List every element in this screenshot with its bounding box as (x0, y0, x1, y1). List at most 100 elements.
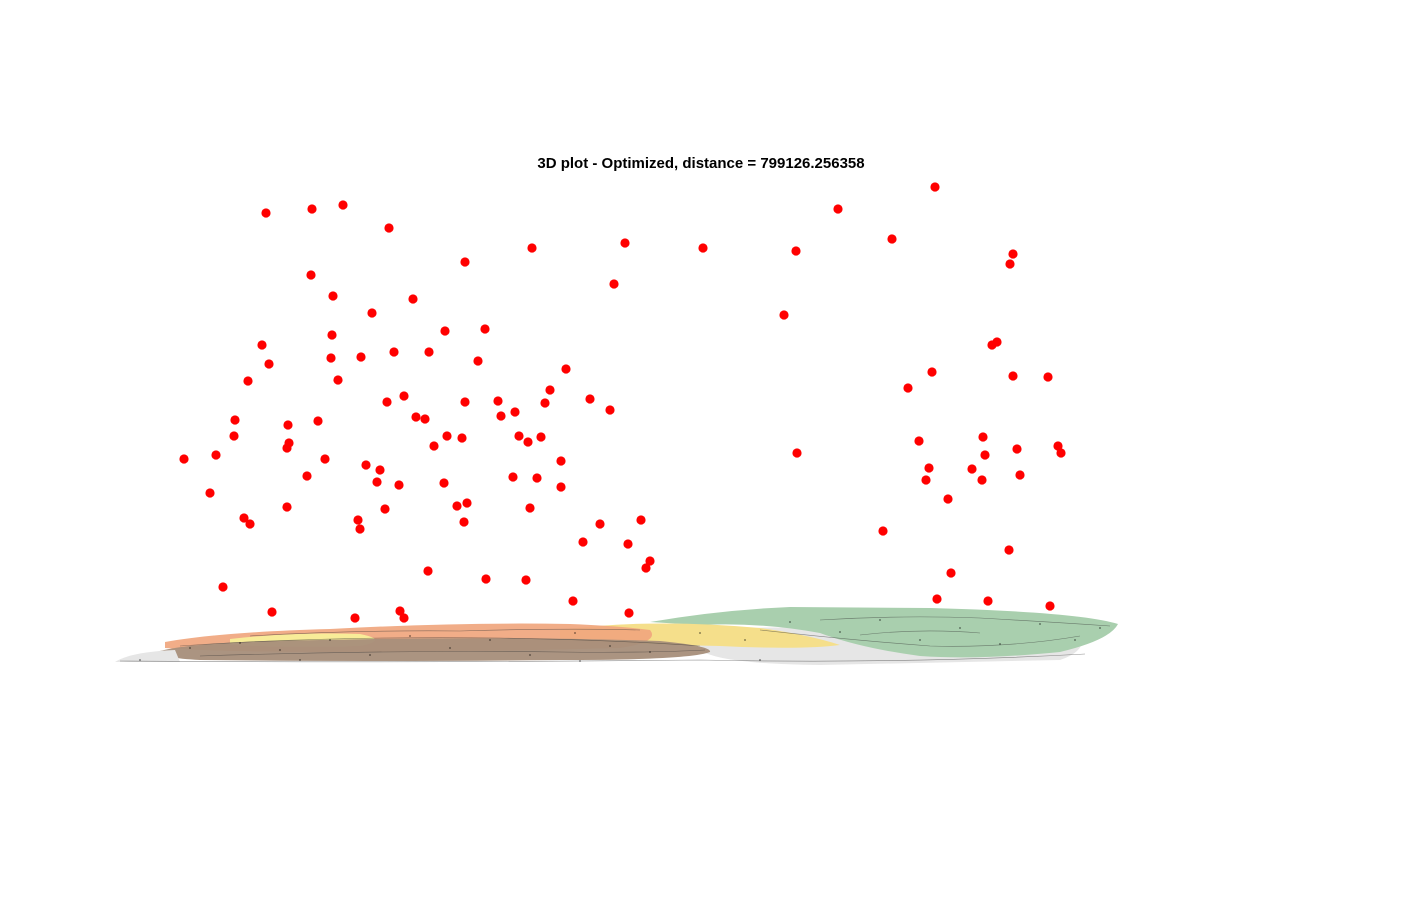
scatter-point (878, 526, 888, 536)
scatter-point (1008, 249, 1018, 259)
scatter-point (480, 324, 490, 334)
scatter-point (521, 575, 531, 585)
scatter-point (595, 519, 605, 529)
scatter-point (211, 450, 221, 460)
scatter-point (779, 310, 789, 320)
scatter-point (1012, 444, 1022, 454)
scatter-point (978, 432, 988, 442)
scatter-point (462, 498, 472, 508)
scatter-point (967, 464, 977, 474)
scatter-point (481, 574, 491, 584)
scatter-point (791, 246, 801, 256)
scatter-point (641, 563, 651, 573)
scatter-point (833, 204, 843, 214)
scatter-point (411, 412, 421, 422)
scatter-point (620, 238, 630, 248)
scatter-point (903, 383, 913, 393)
scatter-point (320, 454, 330, 464)
scatter-point (523, 437, 533, 447)
scatter-point (457, 433, 467, 443)
scatter-point (395, 606, 405, 616)
scatter-point (1004, 545, 1014, 555)
map-region-brown (160, 638, 711, 661)
scatter-point (585, 394, 595, 404)
scatter-point (382, 397, 392, 407)
scatter-point (326, 353, 336, 363)
scatter-point (389, 347, 399, 357)
scatter-point (230, 415, 240, 425)
scatter-point (556, 456, 566, 466)
scatter-point (932, 594, 942, 604)
scatter-point (361, 460, 371, 470)
scatter-point (605, 405, 615, 415)
scatter-point (372, 477, 382, 487)
scatter-point (327, 330, 337, 340)
scatter-point (440, 326, 450, 336)
scatter-point (423, 566, 433, 576)
scatter-point (983, 596, 993, 606)
scatter-point (460, 257, 470, 267)
scatter-point (514, 431, 524, 441)
scatter-point (921, 475, 931, 485)
scatter-point (264, 359, 274, 369)
scatter-point (980, 450, 990, 460)
scatter-point (508, 472, 518, 482)
scatter-point (1005, 259, 1015, 269)
scatter-point (439, 478, 449, 488)
scatter-point (992, 337, 1002, 347)
scatter-point (887, 234, 897, 244)
scatter-point (924, 463, 934, 473)
scatter-point (282, 502, 292, 512)
scatter-point (525, 503, 535, 513)
scatter-point (384, 223, 394, 233)
scatter-point (946, 568, 956, 578)
scatter-point (394, 480, 404, 490)
scatter-point (914, 436, 924, 446)
scatter-point (267, 607, 277, 617)
scatter-point (257, 340, 267, 350)
scatter-point (243, 376, 253, 386)
scatter-point (442, 431, 452, 441)
scatter-point (179, 454, 189, 464)
scatter-point (561, 364, 571, 374)
scatter-point (609, 279, 619, 289)
scatter-point (540, 398, 550, 408)
scatter-point (545, 385, 555, 395)
scatter-point (493, 396, 503, 406)
scatter-point (510, 407, 520, 417)
scatter-point (380, 504, 390, 514)
scatter-point (420, 414, 430, 424)
scatter-point (261, 208, 271, 218)
scatter-point (930, 182, 940, 192)
scatter-point (1045, 601, 1055, 611)
scatter-point (338, 200, 348, 210)
scatter-point (375, 465, 385, 475)
scatter-point (568, 596, 578, 606)
scatter-point (452, 501, 462, 511)
scatter-point (367, 308, 377, 318)
scatter-point (459, 517, 469, 527)
scatter-point (282, 443, 292, 453)
scatter-point (636, 515, 646, 525)
scatter-point (977, 475, 987, 485)
scatter-point (645, 556, 655, 566)
scatter-point (578, 537, 588, 547)
scatter-point (313, 416, 323, 426)
scatter-point (1015, 470, 1025, 480)
base-map-surface (115, 607, 1118, 665)
scatter-point (356, 352, 366, 362)
scatter-point (307, 204, 317, 214)
scatter-point (218, 582, 228, 592)
map-detail-lines (119, 616, 1111, 663)
scatter-point (624, 608, 634, 618)
map-dotted-texture (139, 619, 1101, 662)
scatter-point (623, 539, 633, 549)
scatter-point (460, 397, 470, 407)
scatter-point (1056, 448, 1066, 458)
scatter-point (353, 515, 363, 525)
scatter-point (536, 432, 546, 442)
scatter-points (179, 182, 1066, 623)
scatter-point (399, 613, 409, 623)
scatter-point (527, 243, 537, 253)
scatter-point (355, 524, 365, 534)
